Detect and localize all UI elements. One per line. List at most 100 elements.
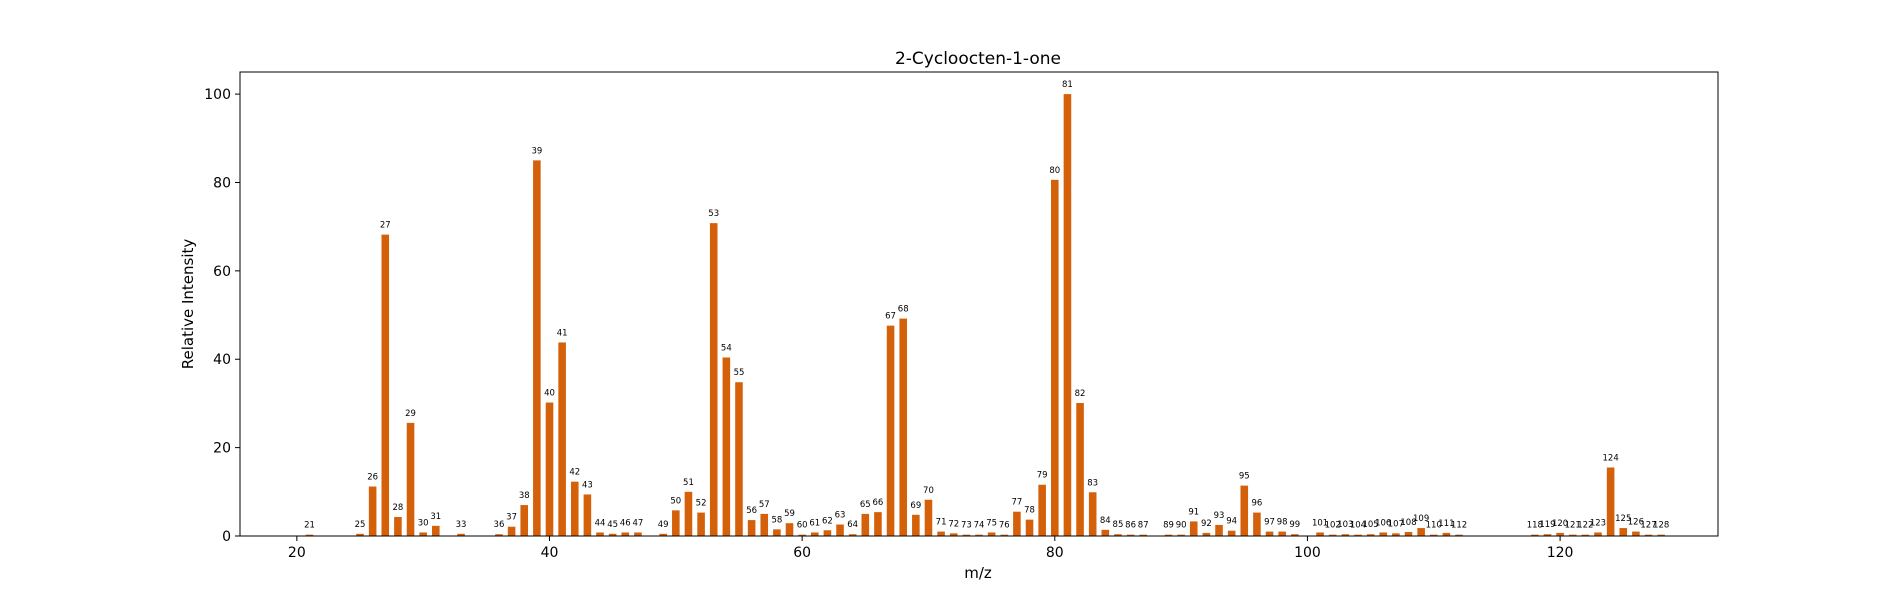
bar-label: 47: [633, 518, 644, 528]
bar: [1126, 534, 1135, 536]
bar: [810, 532, 819, 536]
bar-label: 61: [809, 518, 820, 528]
bar-label: 63: [835, 511, 846, 521]
bar: [912, 514, 920, 536]
y-tick-label: 100: [204, 87, 231, 103]
bar-label: 107: [1388, 519, 1404, 529]
bar: [1543, 534, 1552, 536]
x-tick-label: 60: [793, 545, 811, 561]
bar: [722, 357, 731, 536]
bar: [861, 513, 870, 536]
bar-label: 64: [847, 520, 858, 530]
bar: [1429, 534, 1438, 536]
bar-label: 58: [771, 515, 782, 525]
bar-label: 123: [1590, 518, 1606, 528]
bar-label: 39: [531, 146, 542, 156]
bar: [760, 513, 769, 536]
bar-label: 41: [557, 328, 568, 338]
bar-label: 74: [974, 521, 985, 531]
bar: [1215, 524, 1223, 536]
bar-label: 33: [456, 520, 467, 530]
bar: [949, 533, 958, 536]
bar-label: 109: [1413, 514, 1429, 524]
bar-label: 82: [1075, 389, 1086, 399]
bar: [886, 325, 895, 536]
bar-label: 85: [1113, 520, 1124, 530]
bar: [1088, 492, 1097, 536]
bar-label: 122: [1577, 521, 1593, 531]
bar-label: 79: [1037, 471, 1048, 481]
bar: [545, 402, 554, 536]
bar-label: 119: [1539, 520, 1555, 530]
x-tick-label: 120: [1547, 545, 1574, 561]
y-tick-label: 40: [213, 352, 231, 368]
bar: [1328, 534, 1337, 536]
bar: [1063, 94, 1072, 536]
bar: [1379, 532, 1388, 536]
bar-label: 37: [506, 513, 517, 523]
bar-label: 124: [1603, 454, 1619, 464]
y-axis: 0 20 40 60 80 100: [204, 87, 240, 545]
bar: [1594, 532, 1602, 536]
bar: [975, 534, 983, 536]
bar-label: 57: [759, 500, 770, 510]
bar: [1366, 534, 1375, 536]
bar-label: 112: [1451, 521, 1467, 531]
bar: [798, 534, 806, 536]
bar: [1278, 531, 1286, 536]
bar: [1101, 529, 1110, 536]
bar-label: 27: [380, 221, 391, 231]
bar-label: 97: [1264, 518, 1275, 528]
bar: [394, 517, 402, 536]
bar-label: 55: [734, 368, 745, 378]
bar: [368, 486, 377, 536]
y-tick-label: 80: [213, 175, 231, 191]
bar-label: 44: [595, 518, 606, 528]
bar: [305, 534, 314, 536]
bar-label: 118: [1527, 521, 1543, 531]
bar-label: 40: [544, 389, 555, 399]
bar: [1164, 534, 1173, 536]
bar: [823, 530, 832, 536]
bar-label: 120: [1552, 519, 1568, 529]
bar-label: 30: [418, 518, 429, 528]
y-tick-label: 20: [213, 441, 231, 457]
bar: [1341, 534, 1350, 536]
bar-label: 121: [1565, 521, 1581, 531]
bar-label: 28: [392, 503, 403, 513]
y-tick-label: 60: [213, 264, 231, 280]
bar: [735, 382, 743, 536]
bar: [570, 481, 579, 536]
bar-label: 59: [784, 509, 795, 519]
bar: [1632, 531, 1640, 536]
bar: [356, 533, 364, 536]
bar-label: 21: [304, 521, 315, 531]
bar: [1568, 534, 1577, 536]
bar-label: 62: [822, 516, 833, 526]
bar-label: 45: [607, 520, 618, 530]
bar: [634, 532, 642, 536]
bar: [874, 512, 882, 536]
bar: [1114, 534, 1122, 536]
bar: [1240, 485, 1249, 536]
bar-label: 77: [1011, 498, 1022, 508]
bar-label: 43: [582, 480, 593, 490]
bar: [709, 223, 718, 536]
bar: [684, 491, 693, 536]
bar: [381, 234, 390, 536]
bar-label: 46: [620, 518, 631, 528]
bar: [406, 422, 415, 536]
bar-label: 81: [1062, 80, 1073, 90]
bar-label: 36: [494, 520, 505, 530]
bar-label: 125: [1615, 514, 1631, 524]
bar-label: 83: [1087, 478, 1098, 488]
plot-area-frame: [239, 71, 1719, 537]
bar-label: 98: [1277, 518, 1288, 528]
bar-label: 127: [1640, 521, 1656, 531]
x-tick-label: 100: [1294, 545, 1321, 561]
bar: [1177, 534, 1185, 536]
bars-group: [305, 94, 1665, 536]
bar: [848, 534, 857, 536]
bar-label: 95: [1239, 472, 1250, 482]
